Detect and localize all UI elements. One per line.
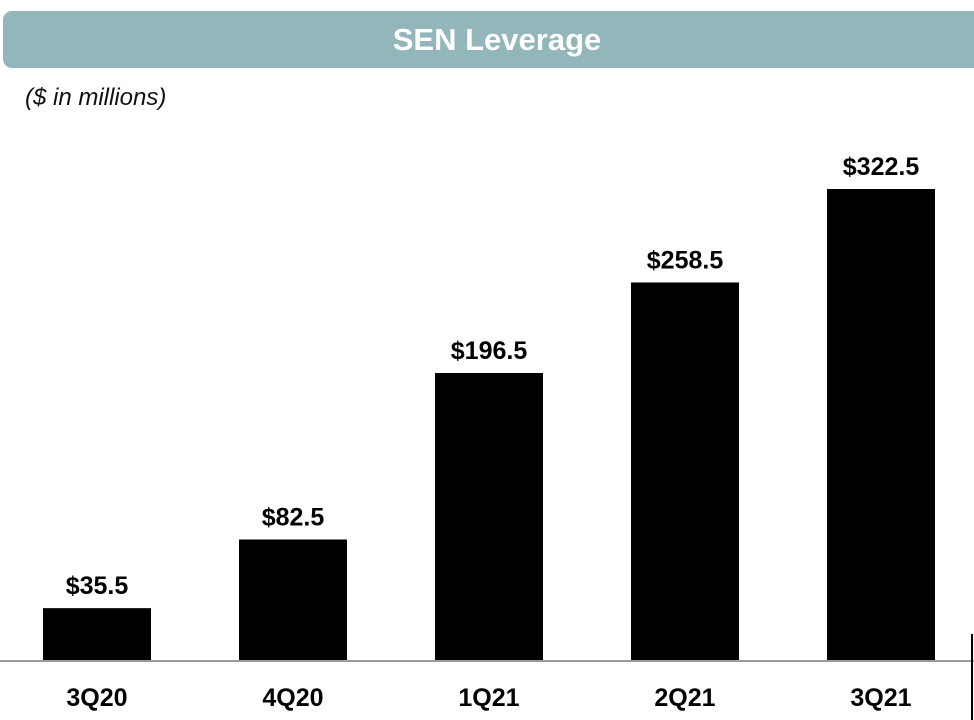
units-subtitle: ($ in millions) [25, 84, 167, 111]
x-tick-label-3Q20: 3Q20 [66, 684, 127, 712]
bar-3Q20 [43, 608, 151, 660]
data-label-3Q21: $322.5 [843, 153, 920, 181]
x-tick-label-1Q21: 1Q21 [458, 684, 519, 712]
data-label-4Q20: $82.5 [262, 504, 325, 532]
bar-2Q21 [631, 282, 739, 660]
title-banner [3, 11, 974, 68]
x-tick-label-3Q21: 3Q21 [850, 684, 911, 712]
bar-3Q21 [827, 189, 935, 660]
x-tick-label-4Q20: 4Q20 [262, 684, 323, 712]
chart-title: SEN Leverage [392, 22, 602, 57]
data-label-3Q20: $35.5 [66, 572, 129, 600]
data-label-1Q21: $196.5 [451, 337, 528, 365]
data-label-2Q21: $258.5 [647, 246, 724, 274]
bar-4Q20 [239, 539, 347, 660]
bar-1Q21 [435, 373, 543, 660]
x-tick-label-2Q21: 2Q21 [654, 684, 715, 712]
